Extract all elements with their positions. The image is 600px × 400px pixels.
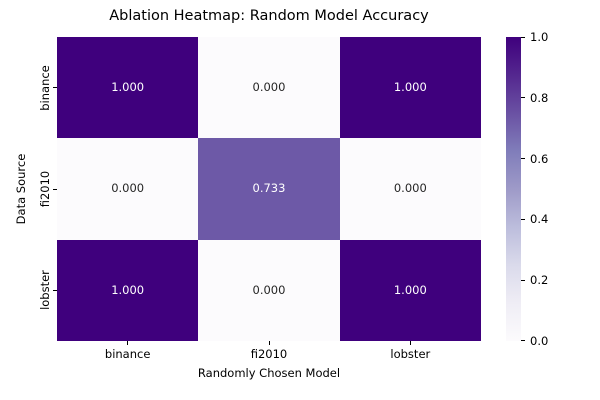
colorbar-tick-mark (521, 158, 525, 160)
x-tick-label: fi2010 (250, 347, 288, 361)
heatmap: 1.000 0.000 1.000 0.000 0.733 0.000 1.000 0.000… (57, 37, 481, 341)
heatmap-cell: 1.000 (57, 37, 199, 139)
colorbar-gradient (506, 37, 521, 341)
y-tick-label: binance (38, 64, 52, 111)
colorbar-tick-mark (521, 279, 525, 281)
heatmap-cell: 0.733 (198, 138, 340, 240)
y-axis-label: Data Source (14, 153, 28, 225)
colorbar-tick-label: 0.8 (530, 90, 549, 105)
heatmap-cell: 0.000 (339, 138, 481, 240)
x-tick-label: lobster (390, 347, 431, 361)
heatmap-cell: 0.000 (57, 138, 199, 240)
x-tick-label: binance (104, 347, 151, 361)
colorbar-tick-label: 0.0 (530, 334, 549, 348)
y-tick-mark (53, 87, 57, 89)
heatmap-cell: 1.000 (339, 37, 481, 139)
x-tick-mark (127, 341, 129, 345)
heatmap-cell: 0.000 (198, 239, 340, 341)
colorbar-tick-mark (521, 340, 525, 341)
colorbar-tick-mark (521, 37, 525, 38)
chart-title: Ablation Heatmap: Random Model Accuracy (109, 8, 429, 24)
colorbar: 0.0 0.2 0.4 0.6 0.8 1.0 (506, 30, 548, 348)
heatmap-cell: 0.000 (198, 37, 340, 139)
x-axis-label: Randomly Chosen Model (197, 366, 341, 380)
y-tick-label: lobster (38, 270, 52, 311)
y-tick-mark (53, 289, 57, 291)
colorbar-tick-mark (521, 97, 525, 99)
x-tick-mark (268, 341, 270, 345)
colorbar-tick-label: 0.6 (530, 151, 549, 166)
x-tick-mark (409, 341, 411, 345)
y-tick-label: fi2010 (38, 170, 52, 208)
heatmap-cell: 1.000 (57, 239, 199, 341)
colorbar-tick-label: 1.0 (530, 30, 549, 44)
colorbar-tick-mark (521, 218, 525, 220)
y-tick-mark (53, 188, 57, 190)
colorbar-tick-label: 0.4 (530, 212, 549, 227)
colorbar-tick-label: 0.2 (530, 273, 549, 288)
heatmap-cell: 1.000 (339, 239, 481, 341)
